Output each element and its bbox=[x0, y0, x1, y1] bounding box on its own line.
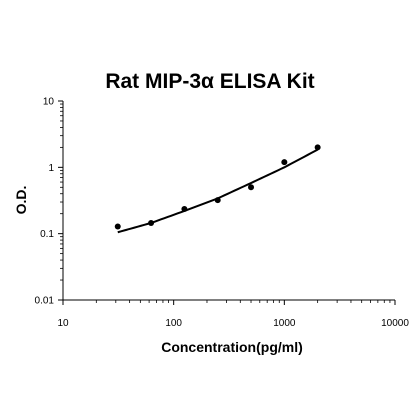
data-point-2 bbox=[148, 219, 155, 226]
y-tick-label: 10 bbox=[43, 97, 55, 108]
data-point-1 bbox=[114, 223, 121, 230]
fit-curve bbox=[117, 148, 319, 234]
data-point-5 bbox=[248, 184, 255, 191]
y-ticks: 0.01 0.1 1 10 bbox=[35, 97, 63, 307]
data-point-6 bbox=[281, 159, 288, 166]
y-tick-label: 1 bbox=[48, 163, 54, 174]
data-point-3 bbox=[181, 206, 188, 213]
plot-frame bbox=[62, 101, 395, 301]
y-tick-label: 0.1 bbox=[40, 229, 54, 240]
y-axis-label: O.D. bbox=[13, 186, 29, 215]
x-ticks: 10 100 1000 10000 bbox=[57, 300, 409, 329]
chart-title: Rat MIP-3α ELISA Kit bbox=[105, 70, 314, 93]
x-tick-label: 10000 bbox=[381, 318, 409, 329]
data-point-7 bbox=[314, 144, 321, 151]
data-point-4 bbox=[214, 197, 221, 204]
data-points bbox=[114, 144, 321, 230]
x-tick-label: 10 bbox=[57, 318, 69, 329]
x-axis-label: Concentration(pg/ml) bbox=[161, 339, 303, 355]
x-tick-label: 1000 bbox=[273, 318, 296, 329]
y-tick-label: 0.01 bbox=[35, 296, 55, 307]
x-tick-label: 100 bbox=[165, 318, 182, 329]
